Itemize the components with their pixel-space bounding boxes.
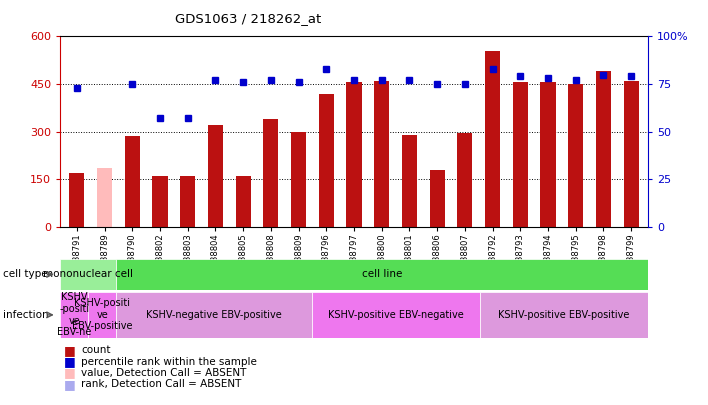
- Bar: [624, 81, 639, 227]
- Bar: [125, 136, 140, 227]
- Bar: [60, 259, 116, 290]
- Text: value, Detection Call = ABSENT: value, Detection Call = ABSENT: [81, 368, 247, 378]
- Text: KSHV-negative EBV-positive: KSHV-negative EBV-positive: [147, 310, 282, 320]
- Bar: [402, 135, 417, 227]
- Text: ■: ■: [64, 378, 76, 391]
- Text: mononuclear cell: mononuclear cell: [43, 269, 133, 279]
- Bar: [568, 84, 583, 227]
- Text: KSHV-positive EBV-positive: KSHV-positive EBV-positive: [498, 310, 629, 320]
- Bar: [346, 83, 362, 227]
- Text: ■: ■: [64, 355, 76, 368]
- Bar: [291, 132, 306, 227]
- Bar: [312, 292, 480, 338]
- Text: KSHV-positi
ve
EBV-positive: KSHV-positi ve EBV-positive: [72, 298, 132, 331]
- Bar: [69, 173, 84, 227]
- Bar: [480, 292, 648, 338]
- Bar: [97, 168, 112, 227]
- Text: count: count: [81, 345, 111, 355]
- Bar: [236, 176, 251, 227]
- Bar: [430, 170, 445, 227]
- Bar: [596, 71, 611, 227]
- Bar: [540, 83, 556, 227]
- Bar: [207, 125, 223, 227]
- Text: percentile rank within the sample: percentile rank within the sample: [81, 357, 257, 367]
- Bar: [116, 292, 312, 338]
- Text: KSHV
-positi
ve
EBV-ne: KSHV -positi ve EBV-ne: [57, 292, 91, 337]
- Text: infection: infection: [3, 310, 48, 320]
- Bar: [457, 133, 472, 227]
- Text: ■: ■: [64, 344, 76, 357]
- Bar: [513, 83, 528, 227]
- Bar: [485, 51, 501, 227]
- Bar: [263, 119, 278, 227]
- Bar: [88, 292, 116, 338]
- Text: cell line: cell line: [362, 269, 402, 279]
- Text: ■: ■: [64, 367, 76, 379]
- Bar: [180, 176, 195, 227]
- Bar: [152, 176, 168, 227]
- Bar: [374, 81, 389, 227]
- Text: rank, Detection Call = ABSENT: rank, Detection Call = ABSENT: [81, 379, 242, 389]
- Text: GDS1063 / 218262_at: GDS1063 / 218262_at: [175, 12, 321, 25]
- Text: KSHV-positive EBV-negative: KSHV-positive EBV-negative: [328, 310, 464, 320]
- Bar: [60, 292, 88, 338]
- Text: cell type: cell type: [3, 269, 47, 279]
- Bar: [319, 94, 334, 227]
